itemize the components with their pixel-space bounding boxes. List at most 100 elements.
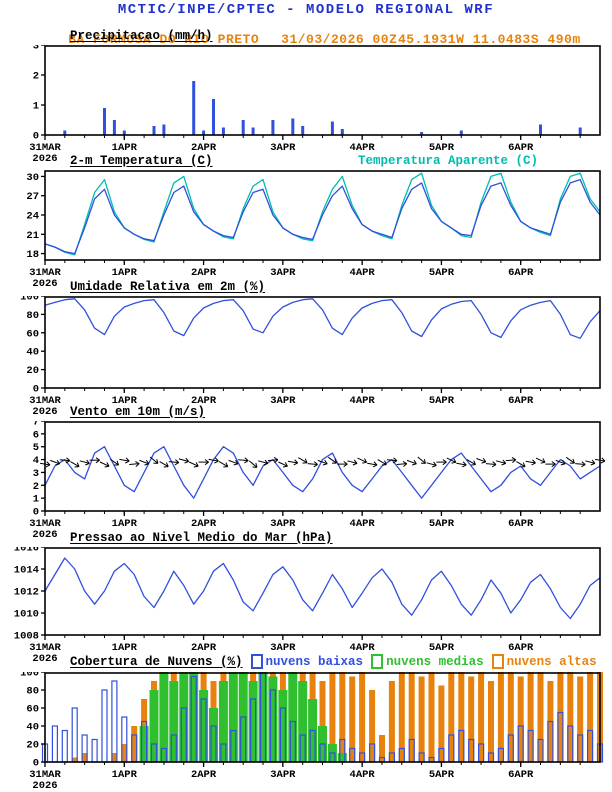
nuvens-baixas-swatch (250, 654, 263, 669)
svg-text:3APR: 3APR (270, 769, 296, 781)
svg-text:1: 1 (33, 101, 39, 113)
svg-text:4APR: 4APR (350, 142, 376, 154)
svg-text:2APR: 2APR (191, 642, 217, 654)
svg-text:3: 3 (33, 45, 39, 53)
svg-text:6APR: 6APR (508, 395, 534, 407)
svg-text:80: 80 (26, 686, 39, 698)
svg-text:2: 2 (33, 481, 39, 493)
svg-text:27: 27 (26, 191, 39, 203)
svg-text:2APR: 2APR (191, 395, 217, 407)
svg-text:4APR: 4APR (350, 769, 376, 781)
svg-text:5: 5 (33, 442, 39, 454)
svg-text:18: 18 (26, 249, 39, 261)
nuvens-medias-swatch (371, 654, 384, 669)
svg-text:31MAR: 31MAR (29, 395, 61, 407)
header-title: MCTIC/INPE/CPTEC - MODELO REGIONAL WRF (117, 2, 495, 18)
svg-text:2APR: 2APR (191, 267, 217, 279)
svg-text:2026: 2026 (32, 406, 57, 416)
legend-nuvens-medias-label: nuvens medias (386, 654, 484, 669)
cloud-legend: Cobertura de Nuvens (%) nuvens baixas nu… (70, 654, 597, 669)
svg-text:2: 2 (33, 71, 39, 83)
svg-text:60: 60 (26, 328, 39, 340)
svg-text:6APR: 6APR (508, 769, 534, 781)
panel-title-pressure: Pressao ao Nivel Medio do Mar (hPa) (70, 531, 333, 545)
svg-text:1012: 1012 (14, 587, 39, 599)
svg-text:2APR: 2APR (191, 769, 217, 781)
svg-text:1APR: 1APR (112, 769, 138, 781)
svg-text:1: 1 (33, 494, 39, 506)
svg-text:6APR: 6APR (508, 642, 534, 654)
legend-nuvens-baixas-label: nuvens baixas (265, 654, 364, 669)
header-run-datetime: 31/03/2026 00Z (281, 32, 398, 47)
svg-text:40: 40 (26, 347, 39, 359)
svg-text:100: 100 (20, 672, 39, 680)
svg-text:100: 100 (20, 296, 39, 304)
panel-pressure: 1008 1010 1012 1014 1016 31MAR 2026 1APR 2APR 3AP… (0, 547, 612, 663)
svg-text:20: 20 (26, 740, 39, 752)
panel-wind: 0 1 2 3 4 5 6 7 31MAR 2026 1APR 2APR 3APR 4APR 5APR 6AP… (0, 421, 612, 539)
svg-text:60: 60 (26, 704, 39, 716)
svg-text:0: 0 (33, 758, 39, 770)
svg-text:31MAR: 31MAR (29, 642, 61, 654)
svg-text:1APR: 1APR (112, 142, 138, 154)
svg-text:31MAR: 31MAR (29, 518, 61, 530)
nuvens-altas-swatch (491, 654, 504, 669)
svg-text:6APR: 6APR (508, 142, 534, 154)
svg-text:4APR: 4APR (350, 642, 376, 654)
svg-text:2APR: 2APR (191, 142, 217, 154)
svg-text:6APR: 6APR (508, 518, 534, 530)
svg-text:2026: 2026 (32, 780, 57, 790)
svg-text:2APR: 2APR (191, 518, 217, 530)
svg-text:21: 21 (26, 230, 39, 242)
svg-text:4APR: 4APR (350, 395, 376, 407)
svg-text:4APR: 4APR (350, 267, 376, 279)
svg-text:0: 0 (33, 131, 39, 143)
svg-text:3APR: 3APR (270, 267, 296, 279)
svg-text:31MAR: 31MAR (29, 142, 61, 154)
panel-temperature: 18 21 24 27 30 31MAR 2026 1APR 2APR 3APR 4APR 5APR 6… (0, 170, 612, 288)
svg-text:6: 6 (33, 429, 39, 441)
svg-text:5APR: 5APR (429, 769, 455, 781)
svg-text:3: 3 (33, 468, 39, 480)
panel-title-wind: Vento em 10m (m/s) (70, 405, 206, 419)
panel-humidity: 0 20 40 60 80 100 31MAR 2026 1APR 2APR 3APR 4APR 5AP… (0, 296, 612, 416)
header-station: BA FORMOSA DO RIO PRETO (68, 32, 260, 47)
apparent-temperature-label: Temperatura Aparente (C) (358, 154, 539, 168)
svg-text:5APR: 5APR (429, 642, 455, 654)
svg-text:31MAR: 31MAR (29, 267, 61, 279)
svg-text:2026: 2026 (32, 529, 57, 539)
svg-text:3APR: 3APR (270, 518, 296, 530)
svg-text:1APR: 1APR (112, 642, 138, 654)
svg-text:5APR: 5APR (429, 142, 455, 154)
svg-text:80: 80 (26, 310, 39, 322)
svg-text:31MAR: 31MAR (29, 769, 61, 781)
panel-title-precipitation: Precipitacao (mm/h) (70, 29, 213, 43)
svg-text:4: 4 (33, 455, 39, 467)
header-location: 45.1931W 11.0483S 490m (398, 32, 581, 47)
panel-title-temperature: 2-m Temperatura (C) (70, 154, 213, 168)
legend-nuvens-altas: nuvens altas (491, 654, 597, 669)
svg-text:3APR: 3APR (270, 395, 296, 407)
header-subtitle: BA FORMOSA DO RIO PRETO 31/03/2026 00Z (35, 17, 397, 62)
svg-text:1APR: 1APR (112, 267, 138, 279)
svg-text:0: 0 (33, 507, 39, 519)
svg-text:7: 7 (33, 421, 39, 429)
svg-text:40: 40 (26, 722, 39, 734)
svg-text:1016: 1016 (14, 547, 39, 555)
panel-title-clouds: Cobertura de Nuvens (%) (70, 654, 243, 669)
svg-text:30: 30 (26, 172, 39, 184)
svg-text:4APR: 4APR (350, 518, 376, 530)
svg-text:1014: 1014 (14, 565, 39, 577)
svg-text:1APR: 1APR (112, 518, 138, 530)
svg-text:2026: 2026 (32, 153, 57, 163)
svg-text:3APR: 3APR (270, 142, 296, 154)
legend-nuvens-altas-label: nuvens altas (506, 654, 597, 669)
svg-text:2026: 2026 (32, 653, 57, 663)
